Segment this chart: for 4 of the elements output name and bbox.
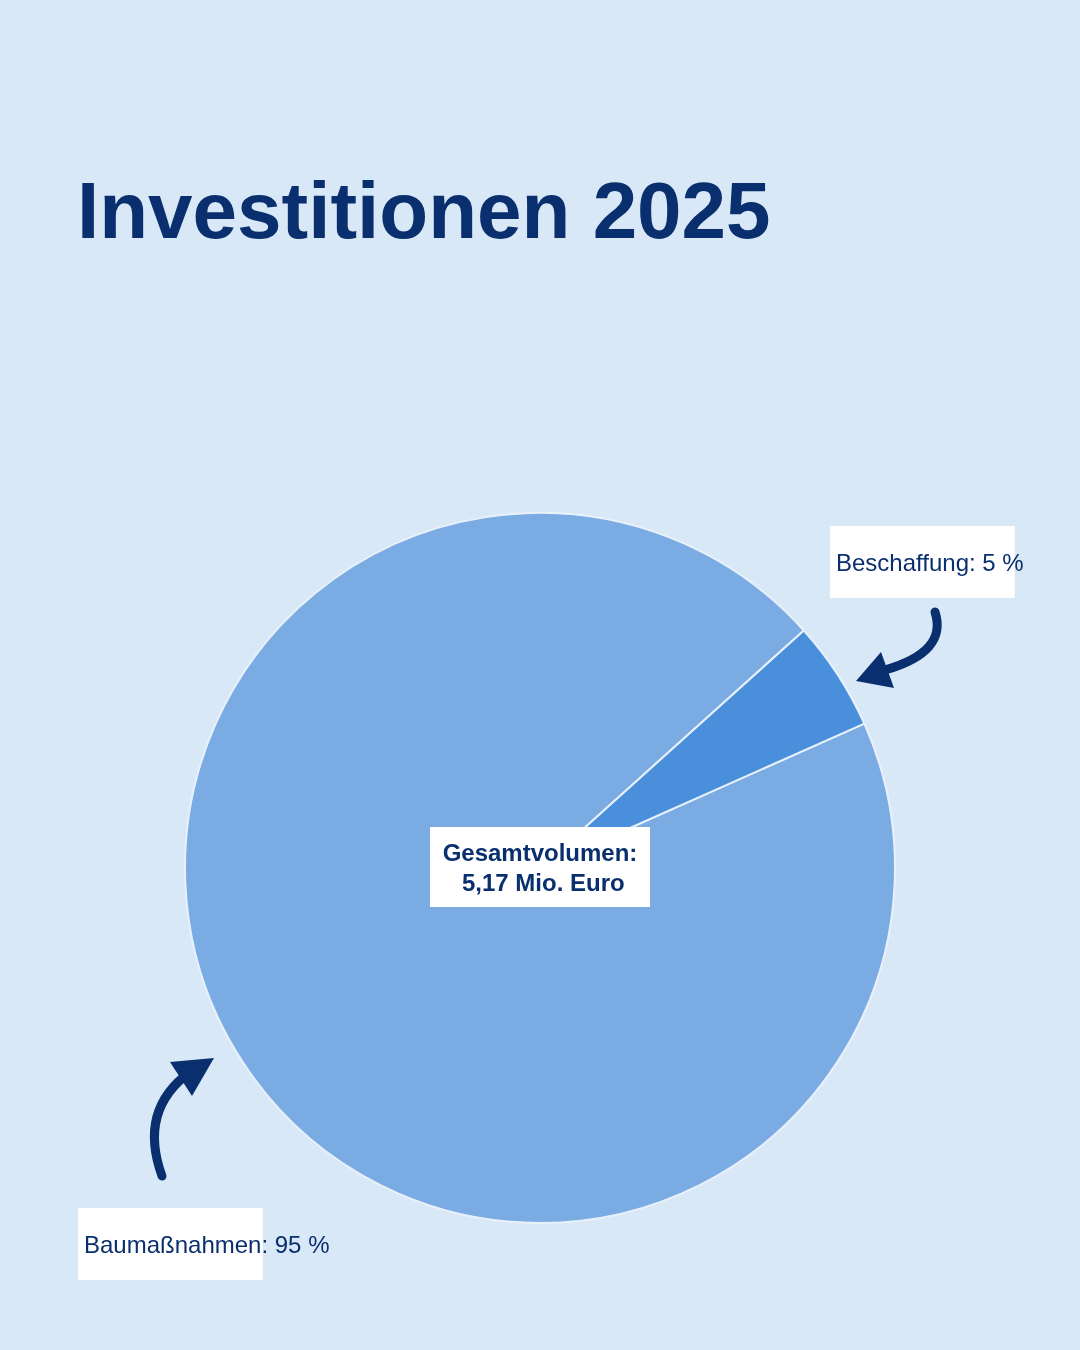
text: Gesamtvolumen: 5,17 Mio. Euro	[442, 838, 638, 896]
chart-title: Investitionen 2025	[77, 165, 771, 255]
slice-label: Beschaffung: 5 %	[836, 548, 1024, 576]
slice-label: Baumaßnahmen: 95 %	[84, 1230, 330, 1258]
